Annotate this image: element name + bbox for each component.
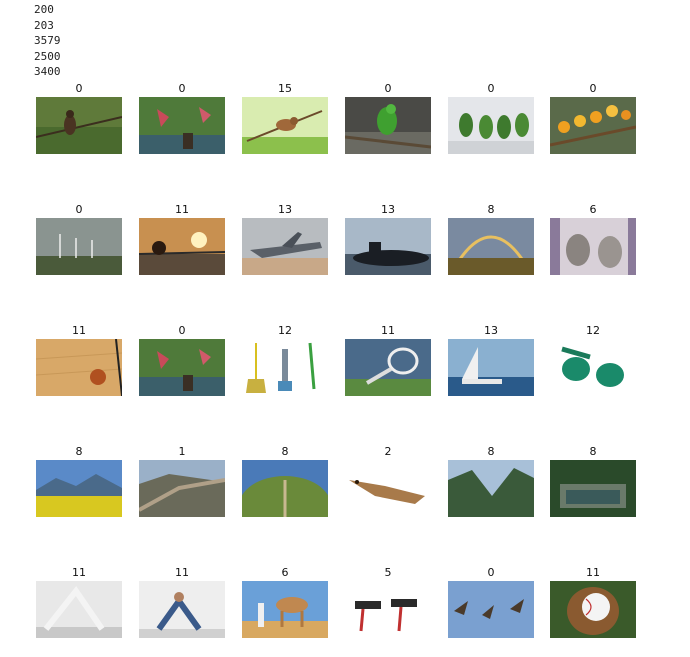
output-text: 200 203 3579 2500 3400 bbox=[34, 2, 61, 80]
cell-label: 0 bbox=[178, 324, 186, 337]
fisheye-landscape-image bbox=[242, 460, 328, 517]
cell-label: 12 bbox=[586, 324, 600, 337]
cell-label: 2 bbox=[384, 445, 392, 458]
garden-pond-image bbox=[550, 460, 636, 517]
wind-turbines-image bbox=[36, 218, 122, 275]
submarine-image bbox=[345, 218, 431, 275]
camel-image bbox=[242, 581, 328, 638]
cell-label: 6 bbox=[589, 203, 597, 216]
bird-on-branch-image bbox=[36, 97, 122, 154]
cell-label: 5 bbox=[384, 566, 392, 579]
cell-label: 0 bbox=[589, 82, 597, 95]
tennis-racket-image bbox=[345, 339, 431, 396]
mountain-valley-image bbox=[448, 460, 534, 517]
flower-meadow-image bbox=[36, 460, 122, 517]
cell-label: 8 bbox=[487, 203, 495, 216]
cell-label: 0 bbox=[75, 82, 83, 95]
sun-conures-image bbox=[550, 97, 636, 154]
yoga-pose-image bbox=[36, 581, 122, 638]
cell-label: 11 bbox=[381, 324, 395, 337]
cell-label: 12 bbox=[278, 324, 292, 337]
cell-label: 6 bbox=[281, 566, 289, 579]
rainbow-landscape-image bbox=[448, 218, 534, 275]
cell-label: 0 bbox=[75, 203, 83, 216]
cell-label: 11 bbox=[586, 566, 600, 579]
two-birds-image bbox=[139, 97, 225, 154]
cell-label: 11 bbox=[175, 566, 189, 579]
parrots-group-image bbox=[448, 97, 534, 154]
dumbbell-workout-image bbox=[345, 581, 431, 638]
partner-yoga-image bbox=[139, 581, 225, 638]
green-clips-image bbox=[550, 339, 636, 396]
cell-label: 11 bbox=[72, 566, 86, 579]
cell-label: 13 bbox=[484, 324, 498, 337]
cell-label: 13 bbox=[381, 203, 395, 216]
cell-label: 8 bbox=[589, 445, 597, 458]
cell-label: 0 bbox=[384, 82, 392, 95]
output-line: 203 bbox=[34, 18, 54, 32]
baseball-glove-image bbox=[550, 581, 636, 638]
cell-label: 11 bbox=[72, 324, 86, 337]
catamaran-image bbox=[448, 339, 534, 396]
cell-label: 8 bbox=[281, 445, 289, 458]
cell-label: 0 bbox=[487, 566, 495, 579]
crocodile-image bbox=[345, 460, 431, 517]
swallows-flying-image bbox=[448, 581, 534, 638]
cell-label: 0 bbox=[178, 82, 186, 95]
cell-label: 13 bbox=[278, 203, 292, 216]
mouse-on-twig-image bbox=[242, 97, 328, 154]
cell-label: 8 bbox=[487, 445, 495, 458]
two-birds-image bbox=[139, 339, 225, 396]
raccoons-image bbox=[550, 218, 636, 275]
cell-label: 15 bbox=[278, 82, 292, 95]
basketball-court-image bbox=[36, 339, 122, 396]
output-line: 3579 bbox=[34, 34, 61, 47]
cell-label: 0 bbox=[487, 82, 495, 95]
cell-label: 11 bbox=[175, 203, 189, 216]
fighter-jet-image bbox=[242, 218, 328, 275]
output-line: 3400 bbox=[34, 65, 61, 78]
cleaning-tools-image bbox=[242, 339, 328, 396]
output-line: 200 bbox=[34, 3, 54, 16]
cell-label: 8 bbox=[75, 445, 83, 458]
green-parrot-image bbox=[345, 97, 431, 154]
sunset-bridge-image bbox=[139, 218, 225, 275]
great-wall-image bbox=[139, 460, 225, 517]
output-line: 2500 bbox=[34, 49, 61, 63]
cell-label: 1 bbox=[178, 445, 186, 458]
